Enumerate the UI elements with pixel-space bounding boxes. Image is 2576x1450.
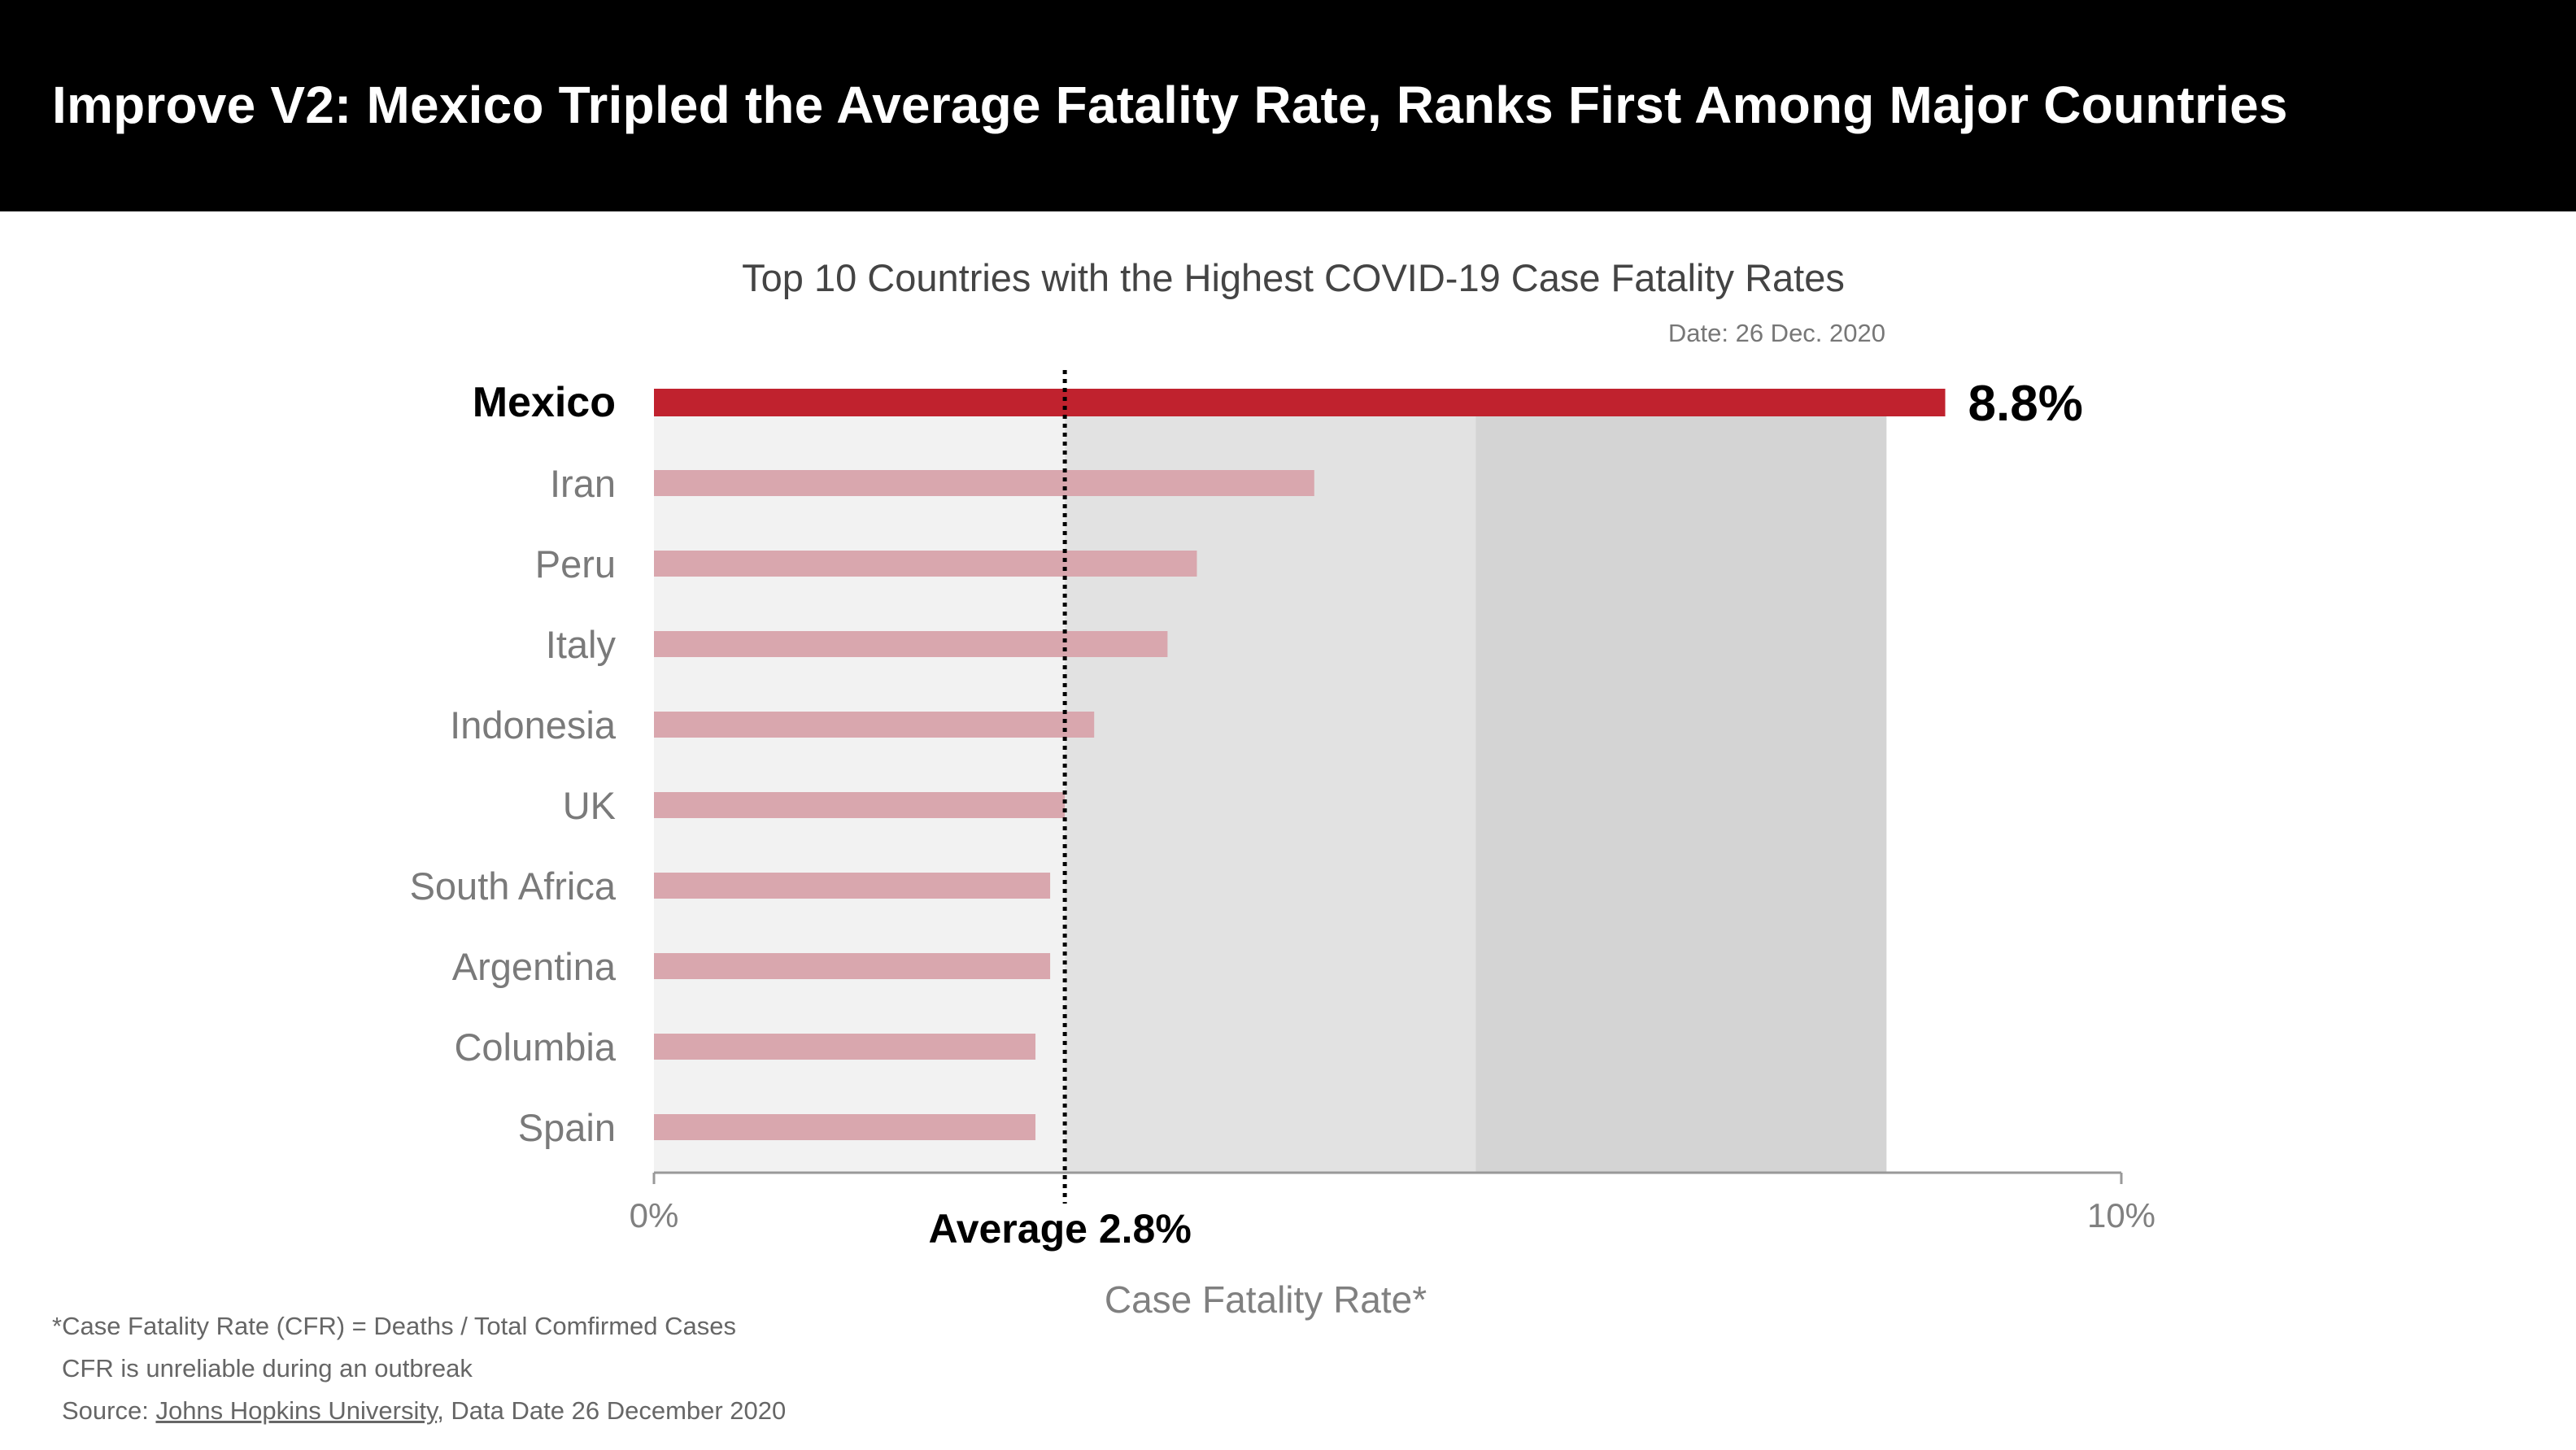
footnote-caveat: CFR is unreliable during an outbreak <box>62 1354 473 1383</box>
category-label-argentina: Argentina <box>452 945 617 988</box>
category-label-spain: Spain <box>518 1106 616 1149</box>
category-label-columbia: Columbia <box>454 1025 616 1069</box>
average-label: Average 2.8% <box>928 1206 1191 1252</box>
category-label-south-africa: South Africa <box>410 864 617 908</box>
category-label-indonesia: Indonesia <box>450 703 617 747</box>
category-label-peru: Peru <box>535 542 616 586</box>
chart-title: Top 10 Countries with the Highest COVID-… <box>742 256 1845 299</box>
footnote-source: Source: Johns Hopkins University, Data D… <box>52 1390 786 1432</box>
shaded-band-3 <box>1475 411 1887 1173</box>
bar-mexico <box>654 389 1946 416</box>
footnotes: *Case Fatality Rate (CFR) = Deaths / Tot… <box>52 1305 786 1432</box>
category-label-italy: Italy <box>546 623 617 666</box>
source-link[interactable]: Johns Hopkins University <box>155 1396 438 1425</box>
bar-indonesia <box>654 712 1095 738</box>
bar-italy <box>654 631 1168 657</box>
shaded-band-2 <box>1065 411 1476 1173</box>
value-label-mexico: 8.8% <box>1968 376 2083 432</box>
x-tick-label: 0% <box>630 1196 679 1234</box>
footnote-definition: *Case Fatality Rate (CFR) = Deaths / Tot… <box>52 1312 737 1340</box>
category-label-iran: Iran <box>550 462 616 505</box>
bar-iran <box>654 470 1314 496</box>
bar-uk <box>654 792 1066 818</box>
x-axis-title: Case Fatality Rate* <box>1105 1278 1427 1321</box>
bar-south-africa <box>654 873 1051 899</box>
header-banner: Improve V2: Mexico Tripled the Average F… <box>0 0 2576 211</box>
bar-peru <box>654 551 1197 577</box>
bar-argentina <box>654 953 1051 979</box>
bar-columbia <box>654 1034 1036 1060</box>
source-prefix: Source: <box>62 1396 156 1425</box>
category-label-uk: UK <box>563 784 616 827</box>
bar-spain <box>654 1114 1036 1140</box>
category-label-mexico: Mexico <box>473 379 616 426</box>
chart-date: Date: 26 Dec. 2020 <box>1668 319 1885 347</box>
x-tick-label: 10% <box>2087 1196 2155 1234</box>
page-title: Improve V2: Mexico Tripled the Average F… <box>52 76 2288 134</box>
source-suffix: , Data Date 26 December 2020 <box>437 1396 787 1425</box>
